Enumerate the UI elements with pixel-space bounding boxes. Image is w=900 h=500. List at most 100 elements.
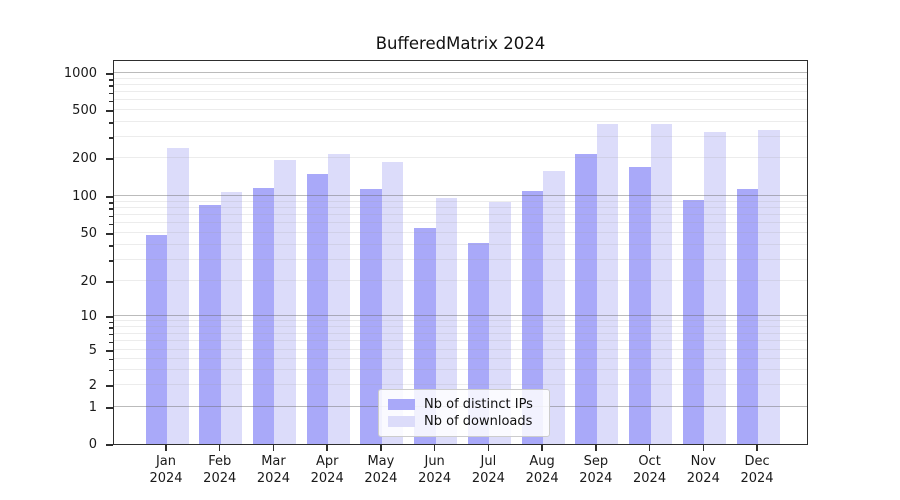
- legend-item-downloads: Nb of downloads: [388, 413, 540, 430]
- gridline-minor-500: [114, 109, 807, 110]
- ytick-label-200: 200: [72, 151, 97, 166]
- bar-nov-downloads: [704, 131, 726, 444]
- bar-sep-downloads: [596, 124, 619, 444]
- ytick-label-500: 500: [72, 103, 97, 118]
- bar-sep-distinct-ips: [575, 154, 597, 444]
- ytick-label-50: 50: [80, 226, 97, 241]
- gridline-minor-6: [114, 340, 807, 342]
- ytick-label-5: 5: [88, 343, 97, 358]
- bar-jan-distinct-ips: [145, 235, 167, 444]
- legend-swatch-distinct-ips: [388, 399, 415, 410]
- bar-mar-downloads: [274, 160, 296, 444]
- xtick-label-jun: Jun 2024: [418, 454, 452, 486]
- gridline-minor-40: [114, 243, 807, 245]
- ytick-minor-mark-50: [109, 233, 113, 235]
- ytick-label-100: 100: [72, 189, 97, 204]
- ytick-minor-mark-9: [109, 321, 113, 324]
- ytick-minor-mark-800: [109, 85, 113, 87]
- gridline-major-1000: [114, 72, 807, 73]
- bar-oct-downloads: [650, 123, 673, 444]
- ytick-minor-mark-40: [109, 245, 113, 247]
- xtick-mark-mar: [272, 445, 275, 451]
- gridline-minor-5: [114, 349, 807, 350]
- ytick-label-0: 0: [88, 437, 97, 452]
- ytick-mark-100: [106, 196, 113, 198]
- gridline-minor-8: [114, 325, 807, 327]
- gridline-minor-900: [114, 77, 807, 79]
- ytick-minor-mark-7: [109, 333, 113, 336]
- legend-label-downloads: Nb of downloads: [424, 414, 533, 429]
- ytick-minor-mark-2: [109, 385, 113, 387]
- xtick-label-oct: Oct 2024: [633, 454, 667, 486]
- bar-jun-downloads: [435, 197, 458, 444]
- gridline-minor-2: [114, 384, 807, 385]
- plot-area: Nb of distinct IPs Nb of downloads: [113, 60, 808, 445]
- bar-jan-downloads: [167, 148, 189, 444]
- xtick-mark-may: [380, 445, 382, 451]
- gridline-minor-800: [114, 83, 807, 85]
- ytick-minor-mark-6: [109, 341, 113, 343]
- ytick-minor-mark-70: [109, 215, 113, 217]
- legend-label-distinct-ips: Nb of distinct IPs: [424, 397, 533, 412]
- gridline-minor-200: [114, 157, 807, 158]
- gridline-minor-9: [114, 320, 807, 322]
- ytick-minor-mark-5: [109, 350, 113, 352]
- ytick-minor-mark-20: [109, 281, 113, 283]
- gridline-minor-20: [114, 280, 807, 281]
- xtick-label-feb: Feb 2024: [203, 454, 237, 486]
- ytick-minor-mark-90: [109, 202, 113, 204]
- gridline-minor-400: [114, 120, 807, 122]
- legend-swatch-downloads: [388, 416, 415, 427]
- xtick-mark-jul: [487, 445, 490, 451]
- bar-nov-distinct-ips: [682, 199, 705, 444]
- bar-oct-distinct-ips: [629, 166, 651, 444]
- ytick-minor-mark-700: [109, 92, 113, 94]
- ytick-label-1: 1: [88, 400, 97, 415]
- ytick-mark-0: [106, 444, 113, 446]
- ytick-minor-mark-600: [109, 100, 113, 103]
- gridline-minor-90: [114, 200, 807, 202]
- xtick-label-sep: Sep 2024: [579, 454, 613, 486]
- ytick-label-1000: 1000: [63, 66, 97, 81]
- ytick-label-20: 20: [80, 274, 97, 289]
- ytick-minor-mark-400: [109, 122, 113, 124]
- ytick-mark-1: [106, 407, 113, 409]
- gridline-minor-50: [114, 232, 807, 233]
- bar-dec-downloads: [758, 130, 780, 444]
- gridline-minor-30: [114, 258, 807, 260]
- xtick-mark-dec: [756, 445, 758, 451]
- gridline-major-100: [114, 195, 807, 196]
- ytick-minor-mark-8: [109, 327, 113, 329]
- ytick-minor-mark-60: [109, 223, 113, 226]
- legend: Nb of distinct IPs Nb of downloads: [378, 389, 550, 437]
- bar-feb-distinct-ips: [199, 204, 221, 444]
- xtick-mark-oct: [648, 445, 651, 451]
- gridline-minor-60: [114, 222, 807, 224]
- bar-aug-distinct-ips: [521, 190, 544, 444]
- xtick-label-may: May 2024: [364, 454, 398, 486]
- gridline-minor-7: [114, 332, 807, 334]
- gridline-minor-4: [114, 357, 807, 359]
- xtick-mark-jan: [165, 445, 167, 451]
- ytick-minor-mark-30: [109, 260, 113, 262]
- xtick-label-mar: Mar 2024: [256, 454, 290, 486]
- xtick-mark-jun: [433, 445, 436, 451]
- bar-feb-downloads: [220, 191, 243, 444]
- ytick-minor-mark-500: [109, 110, 113, 112]
- bar-aug-downloads: [543, 170, 565, 444]
- chart-title: BufferedMatrix 2024: [375, 34, 546, 53]
- ytick-label-10: 10: [80, 309, 97, 324]
- bar-mar-distinct-ips: [252, 188, 275, 444]
- bar-apr-distinct-ips: [306, 173, 329, 444]
- xtick-mark-feb: [219, 445, 221, 451]
- ytick-mark-1000: [106, 73, 113, 75]
- xtick-mark-nov: [702, 445, 704, 451]
- xtick-label-dec: Dec 2024: [740, 454, 774, 486]
- ytick-minor-mark-900: [109, 79, 113, 81]
- gridline-minor-80: [114, 206, 807, 208]
- xtick-mark-sep: [595, 445, 597, 451]
- bar-dec-distinct-ips: [736, 188, 759, 444]
- gridline-minor-70: [114, 214, 807, 215]
- ytick-minor-mark-300: [109, 137, 113, 139]
